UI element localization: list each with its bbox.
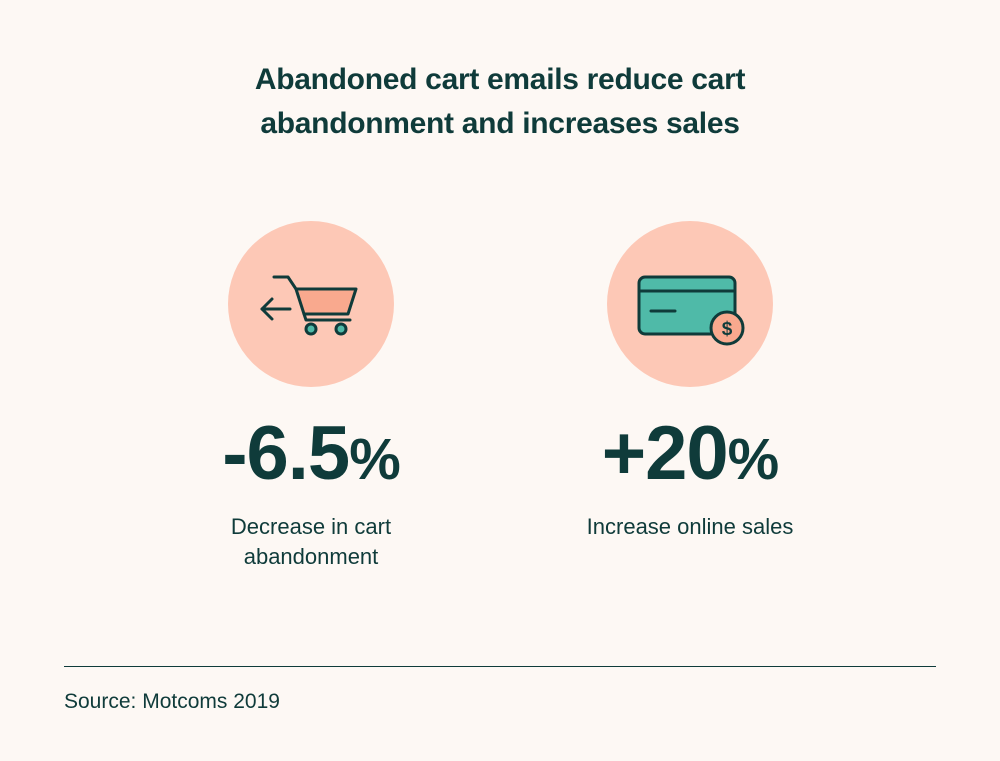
stat-value: -6.5% (131, 414, 491, 500)
stat-number: +20 (601, 411, 729, 496)
stat-caption: Increase online sales (510, 512, 870, 542)
stat-online-sales: $ +20% Increase online sales (510, 221, 870, 542)
stat-cart-abandonment: -6.5% Decrease in cart abandonment (131, 221, 491, 572)
stat-caption-line-1: Increase online sales (586, 514, 794, 539)
stat-caption-line-1: Decrease in cart (230, 514, 392, 539)
stat-icon-circle: $ (607, 221, 773, 387)
title-line-1: Abandoned cart emails reduce cart (254, 63, 746, 96)
source-citation: Source: Motcoms 2019 (64, 690, 280, 713)
stat-caption-line-2: abandonment (243, 544, 379, 569)
title-line-2: abandonment and increases sales (260, 107, 740, 140)
stat-number: -6.5 (222, 411, 350, 496)
page-title: Abandoned cart emails reduce cart abando… (0, 58, 1000, 146)
stat-unit: % (727, 427, 780, 492)
shopping-cart-icon (260, 275, 358, 336)
footer-divider (64, 666, 936, 667)
stat-value: +20% (510, 414, 870, 500)
stat-unit: % (349, 427, 401, 492)
credit-card-dollar-icon: $ (637, 275, 745, 346)
stat-caption: Decrease in cart abandonment (131, 512, 491, 572)
stat-icon-circle (228, 221, 394, 387)
svg-text:$: $ (722, 319, 733, 340)
